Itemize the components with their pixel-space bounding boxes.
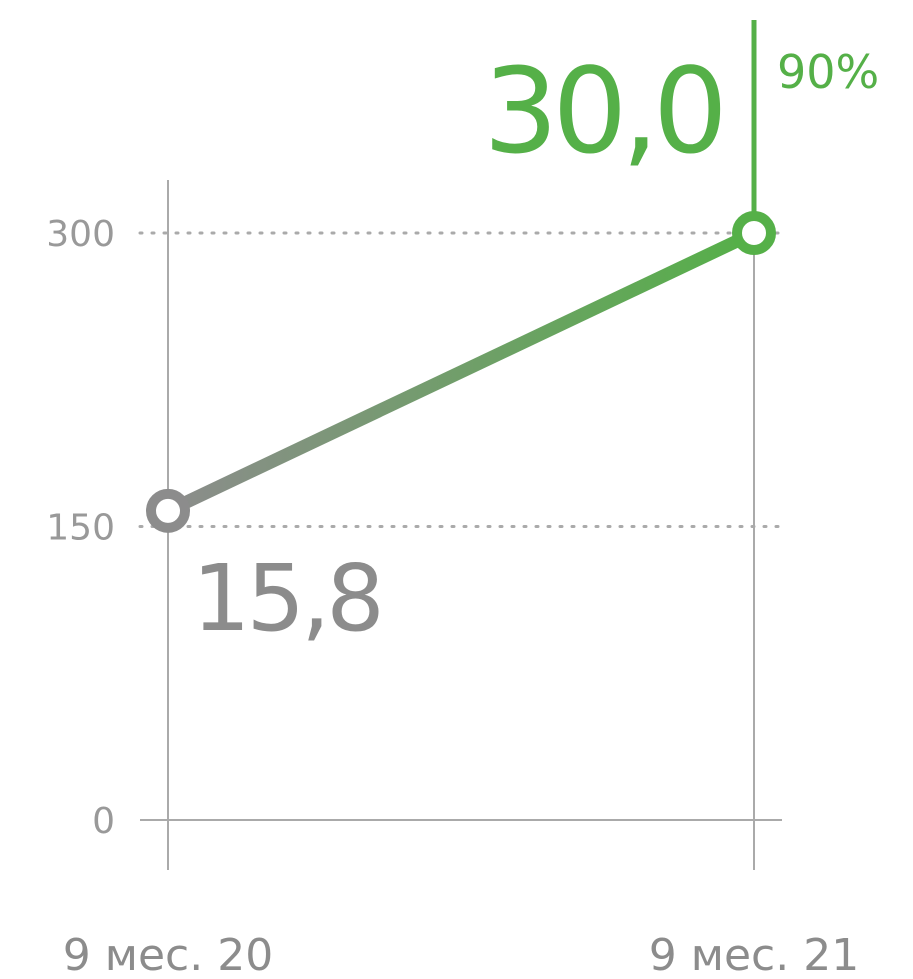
- y-tick-label: 150: [46, 508, 115, 549]
- value-label: 15,8: [192, 545, 381, 652]
- y-tick-label: 0: [92, 801, 115, 842]
- value-label: 30,0: [483, 42, 722, 180]
- data-point: [732, 211, 776, 255]
- x-tick-label: 9 мес. 21: [649, 930, 859, 979]
- x-tick-label: 9 мес. 20: [63, 930, 273, 979]
- annotation: 90%: [777, 45, 879, 99]
- data-line: [165, 227, 757, 517]
- y-tick-label: 300: [46, 214, 115, 255]
- data-point: [146, 488, 190, 533]
